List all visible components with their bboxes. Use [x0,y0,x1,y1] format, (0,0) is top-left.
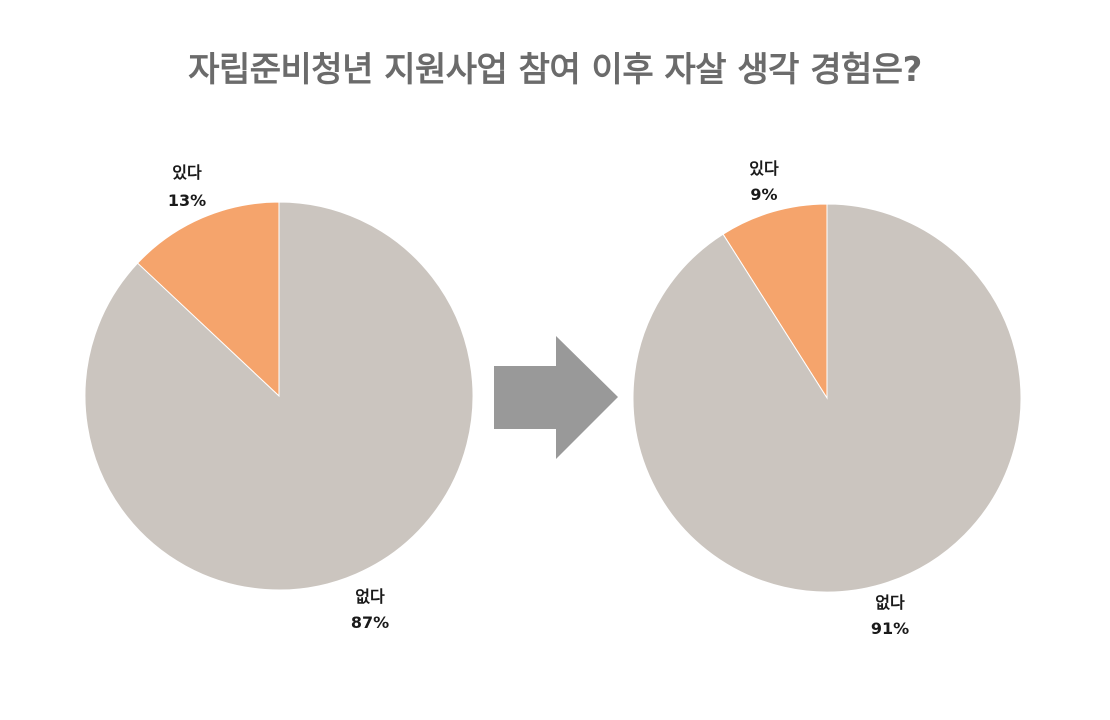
pie-before-label-no: 없다 [355,587,385,606]
pie-before-slice-yes [136,201,280,398]
pie-after-label-no: 없다 [875,593,905,612]
pie-after-label-yes: 있다 [749,159,779,178]
arrow-right-icon [494,336,618,459]
pie-after: 있다 9% 없다 91% [632,159,1022,638]
pie-after-slice-no [632,203,1022,593]
pie-before-slice-no [84,201,474,591]
pie-after-value-no: 91% [871,619,909,638]
pie-before: 있다 13% 없다 87% [84,163,474,632]
pie-before-value-no: 87% [351,613,389,632]
pie-before-value-yes: 13% [168,191,206,210]
pie-after-slice-yes [722,203,828,400]
chart-title: 자립준비청년 지원사업 참여 이후 자살 생각 경험은? [188,50,922,90]
pie-after-value-yes: 9% [750,185,777,204]
pie-before-label-yes: 있다 [172,163,202,182]
